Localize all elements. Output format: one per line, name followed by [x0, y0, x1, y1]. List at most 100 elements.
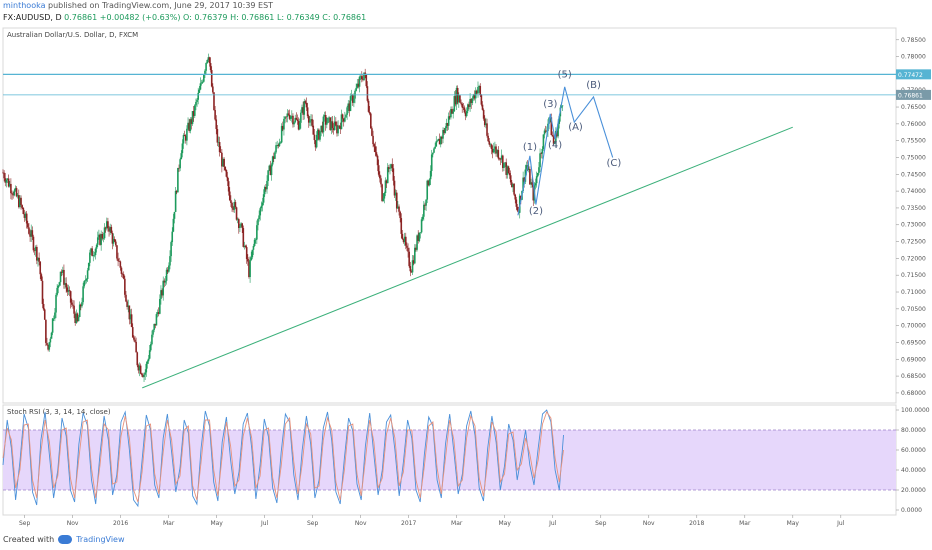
candle-body [310, 119, 312, 121]
candle-body [514, 194, 517, 200]
candle-body [107, 221, 109, 229]
author-link[interactable]: minthooka [3, 1, 46, 10]
candle-body [93, 255, 96, 256]
candle-body [557, 123, 559, 137]
candle-body [276, 145, 278, 146]
candle-body [321, 125, 324, 133]
candle-body [182, 135, 185, 144]
candle-body [379, 174, 381, 179]
candle-body [127, 305, 130, 307]
candle-body [227, 181, 230, 192]
price-tick-label: 0.75500 [901, 138, 926, 145]
elliott-wave-path[interactable] [517, 86, 614, 216]
time-tick-label: Nov [355, 520, 367, 527]
candle-body [355, 87, 357, 91]
candle-body [360, 76, 363, 80]
candle-body [133, 337, 135, 340]
candle-body [172, 218, 175, 232]
candle-body [284, 116, 286, 119]
candle-body [476, 90, 478, 94]
candle-body [82, 286, 84, 303]
price-label-box [896, 69, 931, 80]
candle-body [318, 129, 320, 140]
candle-body [168, 265, 170, 272]
candle-body [289, 116, 292, 119]
candle-body [60, 271, 63, 273]
candle-body [113, 239, 116, 242]
price-pane[interactable] [2, 27, 897, 404]
candle-body [491, 148, 494, 153]
candle-body [349, 96, 352, 112]
candle-body [556, 130, 558, 137]
price-tick-label: 0.71500 [901, 272, 926, 279]
candle-body [478, 86, 480, 87]
candle-body [403, 236, 406, 243]
candle-body [163, 280, 166, 283]
candle-body [420, 219, 423, 233]
trendline[interactable] [142, 126, 793, 389]
candle-body [238, 219, 240, 229]
candle-body [331, 121, 334, 129]
candle-body [94, 248, 97, 256]
candle-body [464, 112, 467, 117]
candle-body [174, 190, 177, 212]
candle-body [143, 374, 145, 378]
candle-body [41, 280, 44, 304]
candle-body [207, 57, 210, 60]
candle-body [337, 125, 339, 134]
candle-body [446, 123, 449, 126]
candle-body [248, 261, 250, 277]
candle-body [269, 165, 272, 176]
candle-body [243, 245, 246, 247]
candle-body [214, 110, 216, 120]
candle-body [89, 252, 91, 263]
candle-body [3, 172, 5, 179]
candle-body [232, 208, 234, 210]
candle-body [235, 207, 238, 220]
candle-body [157, 312, 160, 314]
candle-body [108, 228, 110, 232]
candle-body [374, 146, 377, 153]
candle-body [558, 116, 561, 124]
candle-body [17, 195, 20, 208]
candle-body [324, 114, 327, 125]
candle-body [319, 130, 321, 140]
price-tick-label: 0.76000 [901, 121, 926, 128]
candle-body [47, 344, 49, 350]
candle-body [429, 170, 432, 180]
candle-body [257, 219, 259, 226]
candle-body [254, 239, 257, 241]
candle-body [49, 338, 52, 343]
candle-body [359, 76, 362, 77]
price-tick-label: 0.71000 [901, 289, 926, 296]
candle-body [2, 172, 4, 174]
candle-body [115, 241, 117, 246]
candle-body [138, 365, 141, 371]
candle-body [177, 167, 179, 193]
candle-body [135, 341, 137, 353]
price-tick-label: 0.70000 [901, 323, 926, 330]
candle-body [50, 332, 53, 339]
candle-body [38, 257, 40, 262]
candle-body [427, 180, 430, 186]
candle-body [302, 107, 304, 115]
publish-info: minthooka published on TradingView.com, … [3, 1, 273, 10]
price-tick-label: 0.69500 [901, 339, 926, 346]
candle-body [401, 233, 404, 240]
candle-body [483, 118, 486, 126]
candle-body [550, 117, 553, 136]
candle-body [418, 232, 421, 242]
candle-body [561, 105, 564, 107]
candle-body [125, 294, 127, 302]
candle-body [468, 104, 470, 107]
tradingview-link[interactable]: TradingView [76, 535, 125, 544]
candle-body [65, 283, 67, 288]
candle-body [492, 148, 495, 153]
candle-body [516, 206, 519, 211]
candle-body [371, 128, 373, 136]
wave-label: (1) [523, 142, 537, 153]
candle-body [444, 128, 447, 134]
candle-body [183, 135, 186, 137]
candle-body [59, 271, 62, 283]
